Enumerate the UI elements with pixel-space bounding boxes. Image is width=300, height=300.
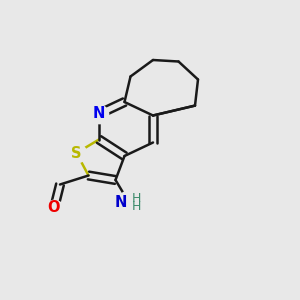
Text: O: O [48,200,60,214]
Text: S: S [71,146,82,160]
Text: H: H [132,200,141,214]
Text: H: H [132,191,141,205]
Text: N: N [93,106,105,122]
Text: N: N [115,195,128,210]
